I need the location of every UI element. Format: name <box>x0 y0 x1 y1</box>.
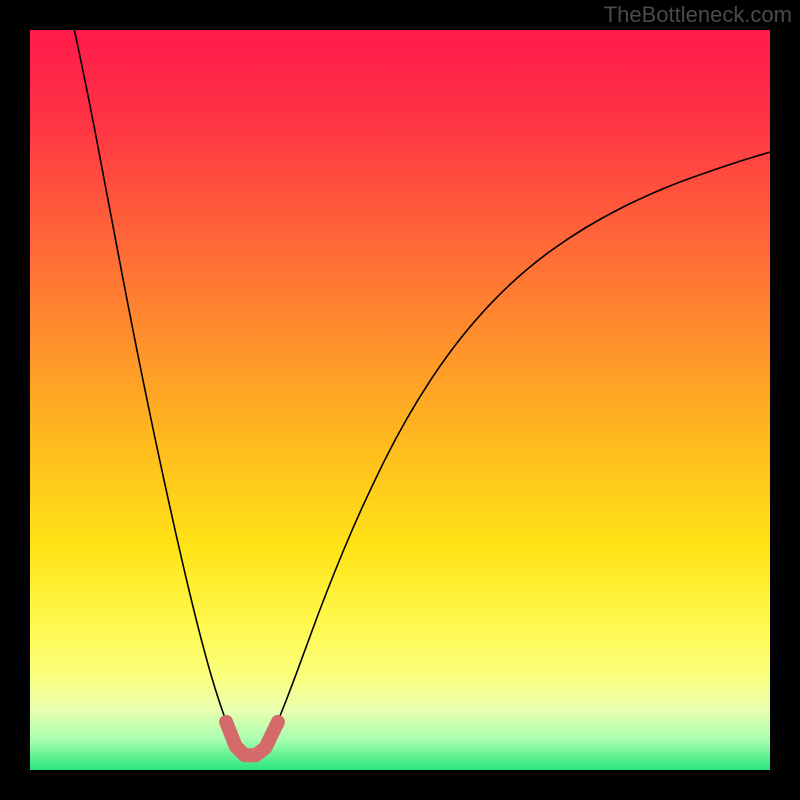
chart-container: TheBottleneck.com <box>0 0 800 800</box>
watermark-text: TheBottleneck.com <box>604 2 792 28</box>
plot-background <box>30 30 770 770</box>
bottleneck-chart <box>0 0 800 800</box>
